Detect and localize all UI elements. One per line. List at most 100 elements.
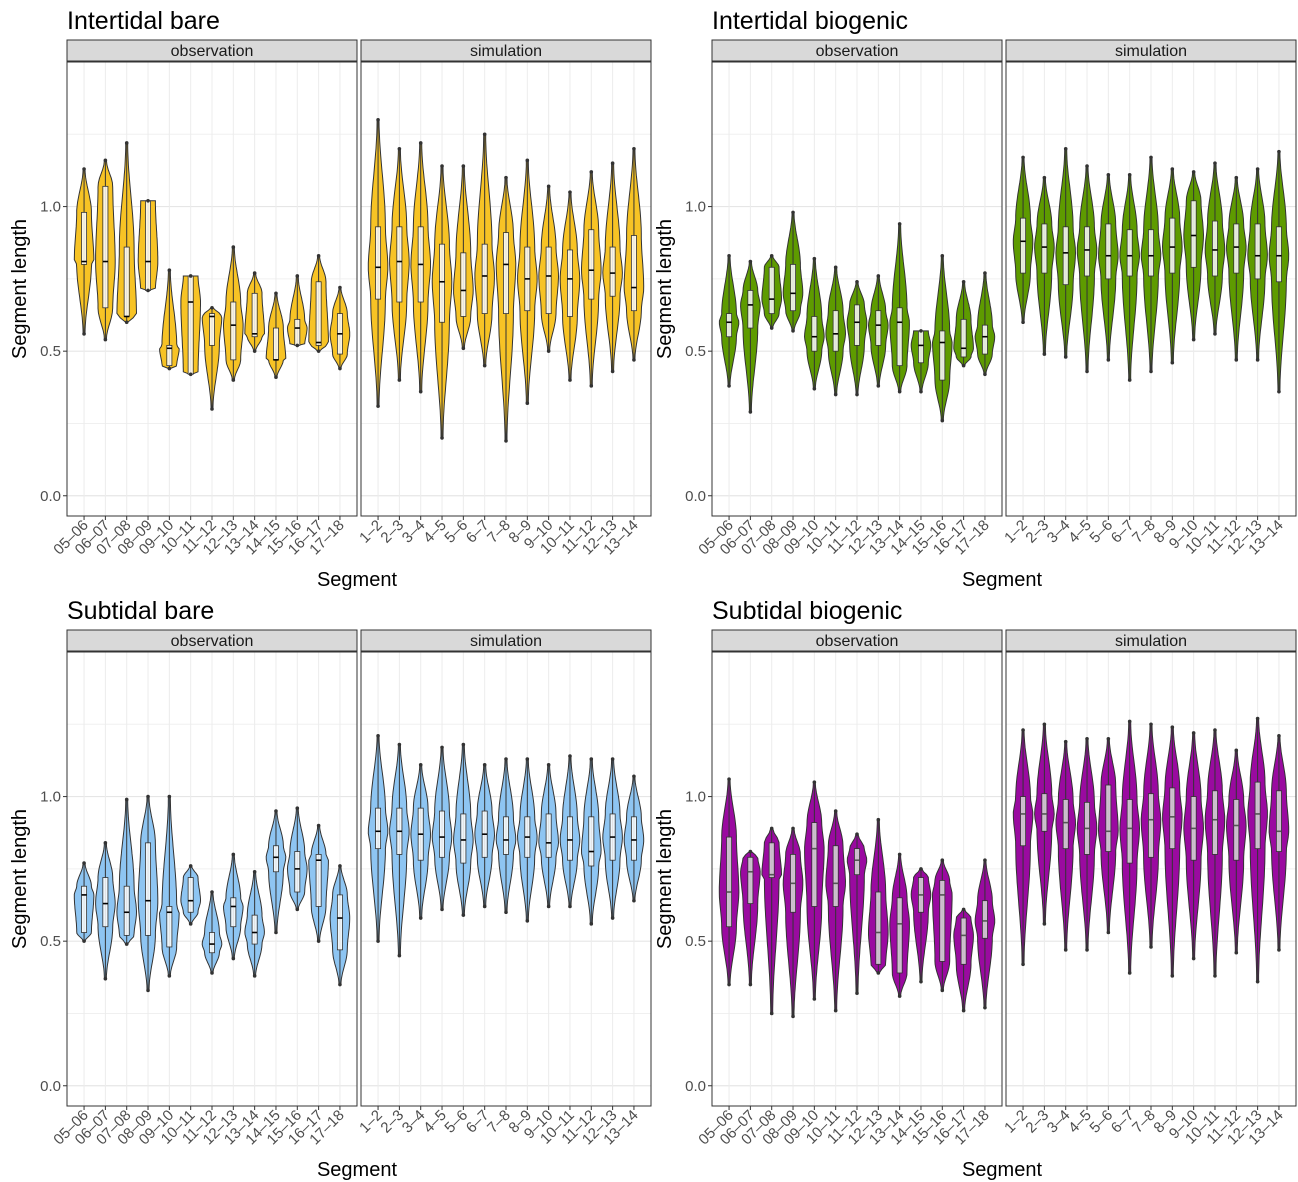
outlier-point bbox=[504, 439, 508, 443]
outlier-point bbox=[769, 1011, 774, 1016]
facet-simulation: simulation1–22–33–44–55–66–77–88–99–1010… bbox=[1001, 39, 1297, 558]
outlier-point bbox=[568, 378, 572, 382]
outlier-point bbox=[504, 175, 508, 180]
box bbox=[166, 906, 173, 948]
outlier-point bbox=[589, 757, 594, 761]
outlier-point bbox=[1191, 956, 1196, 961]
facet-strip-label: simulation bbox=[470, 633, 542, 650]
box bbox=[166, 344, 173, 367]
box bbox=[251, 292, 258, 338]
box bbox=[209, 932, 215, 954]
outlier-point bbox=[295, 274, 300, 278]
outlier-point bbox=[727, 384, 731, 388]
y-axis-title: Segment length bbox=[9, 809, 31, 949]
outlier-point bbox=[167, 974, 172, 978]
box bbox=[102, 877, 109, 928]
box bbox=[375, 226, 382, 300]
facet-strip-label: simulation bbox=[470, 43, 542, 60]
outlier-point bbox=[146, 988, 150, 993]
outlier-point bbox=[252, 349, 257, 353]
outlier-point bbox=[167, 366, 172, 371]
box bbox=[981, 324, 988, 355]
outlier-point bbox=[1127, 971, 1132, 975]
outlier-point bbox=[546, 349, 551, 353]
outlier-point bbox=[983, 271, 987, 275]
facet-strip bbox=[1005, 629, 1297, 652]
box bbox=[145, 842, 151, 936]
box bbox=[1212, 790, 1218, 855]
outlier-point bbox=[418, 389, 423, 394]
box bbox=[294, 851, 301, 893]
outlier-point bbox=[1063, 948, 1068, 952]
outlier-point bbox=[1149, 369, 1153, 374]
outlier-point bbox=[188, 864, 193, 868]
outlier-point bbox=[961, 907, 966, 912]
outlier-point bbox=[482, 363, 487, 368]
outlier-point bbox=[1063, 739, 1068, 744]
plot-frame bbox=[360, 61, 652, 517]
box bbox=[939, 330, 946, 381]
outlier-point bbox=[82, 332, 86, 336]
outlier-point bbox=[876, 384, 881, 388]
plot-frame bbox=[711, 651, 1003, 1107]
panel-title: Intertidal biogenic bbox=[712, 7, 908, 35]
outlier-point bbox=[812, 256, 817, 261]
outlier-point bbox=[376, 939, 380, 943]
outlier-point bbox=[188, 372, 193, 377]
outlier-point bbox=[546, 904, 551, 909]
box bbox=[315, 281, 322, 346]
outlier-point bbox=[1021, 728, 1025, 732]
box bbox=[315, 854, 322, 907]
box bbox=[811, 316, 818, 352]
outlier-point bbox=[376, 404, 380, 408]
box bbox=[1275, 790, 1282, 852]
box bbox=[1233, 223, 1240, 274]
box bbox=[336, 894, 343, 951]
y-tick-label: 0.0 bbox=[685, 1078, 706, 1095]
x-axis-title: Segment bbox=[962, 1159, 1042, 1181]
outlier-point bbox=[397, 742, 402, 747]
box bbox=[630, 816, 637, 861]
box bbox=[1126, 799, 1133, 864]
outlier-point bbox=[525, 919, 530, 923]
box bbox=[854, 848, 860, 876]
outlier-point bbox=[418, 762, 423, 767]
outlier-point bbox=[167, 268, 172, 273]
box bbox=[726, 836, 733, 928]
outlier-point bbox=[146, 794, 150, 799]
y-axis-title: Segment length bbox=[9, 219, 31, 359]
facet-strip-label: observation bbox=[171, 633, 254, 650]
outlier-point bbox=[1149, 155, 1153, 160]
y-tick-label: 0.5 bbox=[40, 343, 61, 360]
panel-title: Intertidal bare bbox=[67, 7, 220, 35]
facet-strip-label: observation bbox=[171, 43, 254, 60]
outlier-point bbox=[791, 329, 795, 333]
outlier-point bbox=[1063, 355, 1068, 359]
box bbox=[230, 301, 237, 361]
outlier-point bbox=[1191, 170, 1196, 174]
outlier-point bbox=[1042, 352, 1047, 356]
outlier-point bbox=[440, 436, 444, 440]
outlier-point bbox=[876, 274, 881, 278]
outlier-point bbox=[231, 956, 236, 961]
facet-simulation: simulation1–22–33–44–55–66–77–88–99–1010… bbox=[356, 39, 652, 558]
panel-title: Subtidal biogenic bbox=[712, 597, 902, 625]
box bbox=[875, 310, 882, 346]
outlier-point bbox=[231, 245, 236, 249]
outlier-point bbox=[791, 210, 795, 215]
outlier-point bbox=[748, 982, 753, 987]
outlier-point bbox=[295, 907, 300, 912]
box bbox=[1041, 223, 1048, 274]
outlier-point bbox=[632, 774, 636, 779]
outlier-point bbox=[919, 867, 923, 871]
outlier-point bbox=[589, 170, 594, 174]
outlier-point bbox=[632, 358, 636, 362]
y-tick-label: 0.0 bbox=[40, 1078, 61, 1095]
outlier-point bbox=[418, 916, 423, 920]
outlier-point bbox=[940, 858, 945, 863]
outlier-point bbox=[124, 141, 129, 145]
outlier-point bbox=[274, 291, 278, 296]
outlier-point bbox=[274, 930, 278, 935]
plot-frame bbox=[711, 61, 1003, 517]
